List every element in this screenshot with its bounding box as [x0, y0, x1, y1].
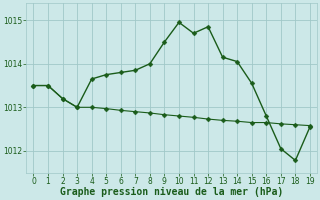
X-axis label: Graphe pression niveau de la mer (hPa): Graphe pression niveau de la mer (hPa) — [60, 187, 283, 197]
